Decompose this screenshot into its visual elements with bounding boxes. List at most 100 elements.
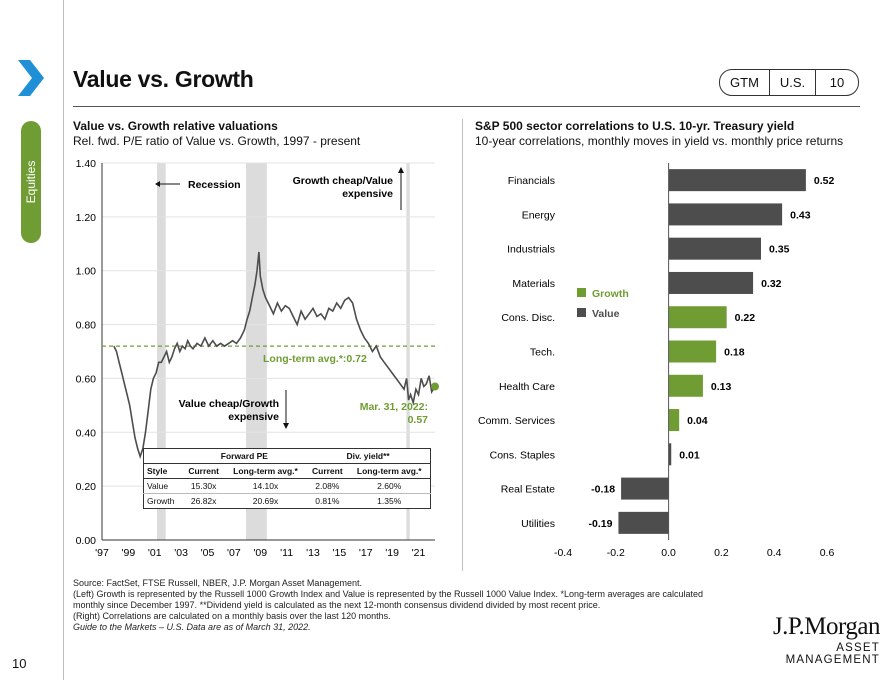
panel-divider: [462, 119, 463, 571]
category-label: Real Estate: [501, 484, 555, 496]
y-tick-label: 1.40: [76, 158, 97, 170]
category-label: Cons. Staples: [490, 449, 555, 461]
bar: [668, 374, 703, 397]
y-tick-label: 0.00: [76, 535, 97, 547]
legend-swatch: [577, 288, 586, 297]
value-label: -0.19: [589, 518, 613, 530]
table-cell: 26.82x: [190, 496, 217, 506]
badge-page: 10: [829, 75, 845, 90]
table-col-dy-avg: Long-term avg.*: [348, 463, 431, 479]
bar: [668, 409, 680, 432]
right-chart-title: S&P 500 sector correlations to U.S. 10-y…: [475, 119, 795, 133]
footnotes: Source: FactSet, FTSE Russell, NBER, J.P…: [73, 578, 733, 633]
category-label: Health Care: [499, 381, 555, 393]
table-col-pe-current: Current: [182, 463, 225, 479]
sidebar-divider: [63, 0, 64, 680]
bar: [668, 340, 717, 363]
footnote-date: Guide to the Markets – U.S. Data are as …: [73, 622, 311, 632]
badge-gtm: GTM: [720, 70, 770, 95]
badge-region: U.S.: [770, 70, 816, 95]
table-cell: 15.30x: [182, 478, 225, 494]
table-row: Growth 26.82x 20.69x 0.81% 1.35%: [144, 494, 431, 509]
y-tick-label: 1.00: [76, 266, 97, 278]
latest-value-label-2: 0.57: [408, 414, 429, 426]
x-tick-label: '99: [122, 547, 136, 559]
logo-subtitle: ASSET MANAGEMENT: [785, 642, 880, 666]
bar: [621, 477, 669, 500]
bar: [668, 203, 783, 226]
value-label: 0.43: [790, 209, 811, 221]
x-tick-label: '21: [412, 547, 426, 559]
section-tab-equities[interactable]: Equities: [21, 121, 41, 243]
x-tick-label: 0.6: [820, 547, 835, 559]
right-chart-subtitle: 10-year correlations, monthly moves in y…: [475, 134, 844, 148]
table-group-forward-pe: Forward PE: [182, 448, 307, 464]
recession-band: [406, 163, 410, 540]
latest-value-marker: [431, 382, 439, 391]
page-title: Value vs. Growth: [73, 66, 254, 92]
value-cheap-annotation-2: expensive: [228, 411, 279, 423]
x-tick-label: '01: [148, 547, 162, 559]
jpmorgan-logo: J.P.Morgan ASSET MANAGEMENT: [738, 613, 880, 666]
table-col-style: Style: [143, 463, 183, 479]
page-number: 10: [12, 656, 27, 671]
x-tick-label: 0.4: [767, 547, 782, 559]
y-tick-label: 0.40: [76, 427, 97, 439]
left-chart-subtitle: Rel. fwd. P/E ratio of Value vs. Growth,…: [73, 134, 361, 148]
relative-pe-series-line: [113, 251, 436, 460]
table-cell: 14.10x: [224, 478, 307, 494]
value-label: -0.18: [591, 484, 615, 496]
y-tick-label: 0.80: [76, 320, 97, 332]
table-cell: Value: [143, 478, 183, 494]
x-tick-label: '15: [333, 547, 347, 559]
x-tick-label: '09: [253, 547, 267, 559]
category-label: Industrials: [507, 244, 555, 256]
x-tick-label: 0.2: [714, 547, 729, 559]
value-label: 0.18: [724, 347, 745, 359]
recession-band: [246, 163, 267, 540]
footnote-source: Source: FactSet, FTSE Russell, NBER, J.P…: [73, 578, 362, 588]
recession-arrowhead: [155, 181, 160, 187]
y-tick-label: 0.20: [76, 481, 97, 493]
value-cheap-annotation-1: Value cheap/Growth: [179, 398, 279, 410]
legend-label: Growth: [592, 288, 629, 300]
bar: [668, 306, 727, 329]
category-label: Utilities: [521, 518, 555, 530]
value-label: 0.32: [761, 278, 782, 290]
table-group-div-yield: Div. yield**: [306, 448, 431, 464]
category-label: Energy: [522, 209, 556, 221]
title-rule: [73, 106, 860, 107]
up-arrowhead: [398, 167, 404, 173]
x-tick-label: '17: [359, 547, 373, 559]
table-col-dy-current: Current: [306, 463, 349, 479]
y-tick-label: 0.60: [76, 373, 97, 385]
valuation-table: Forward PE Div. yield** Style Current Lo…: [143, 448, 431, 509]
value-label: 0.01: [679, 449, 700, 461]
table-cell: 2.60%: [348, 478, 431, 494]
table-cell: 0.81%: [315, 496, 340, 506]
x-tick-label: 0.0: [661, 547, 676, 559]
left-chart-title: Value vs. Growth relative valuations: [73, 119, 278, 133]
x-tick-label: -0.2: [607, 547, 625, 559]
category-label: Tech.: [530, 347, 555, 359]
footnote-left: (Left) Growth is represented by the Russ…: [73, 589, 704, 610]
value-label: 0.13: [711, 381, 732, 393]
y-tick-label: 1.20: [76, 212, 97, 224]
category-label: Comm. Services: [478, 415, 555, 427]
legend-label: Value: [592, 308, 620, 320]
table-col-pe-avg: Long-term avg.*: [224, 463, 307, 479]
logo-wordmark: J.P.Morgan: [772, 613, 880, 640]
x-tick-label: '13: [306, 547, 320, 559]
footnote-right: (Right) Correlations are calculated on a…: [73, 611, 391, 621]
x-tick-label: '19: [385, 547, 399, 559]
table-cell: 2.08%: [306, 478, 349, 494]
x-tick-label: '97: [95, 547, 109, 559]
bar: [668, 271, 754, 294]
growth-cheap-annotation-2: expensive: [342, 188, 393, 200]
x-tick-label: '03: [174, 547, 188, 559]
table-cell: Growth: [147, 496, 175, 506]
value-label: 0.35: [769, 244, 790, 256]
long-term-avg-label: Long-term avg.*:0.72: [263, 353, 367, 365]
x-tick-label: '05: [201, 547, 215, 559]
